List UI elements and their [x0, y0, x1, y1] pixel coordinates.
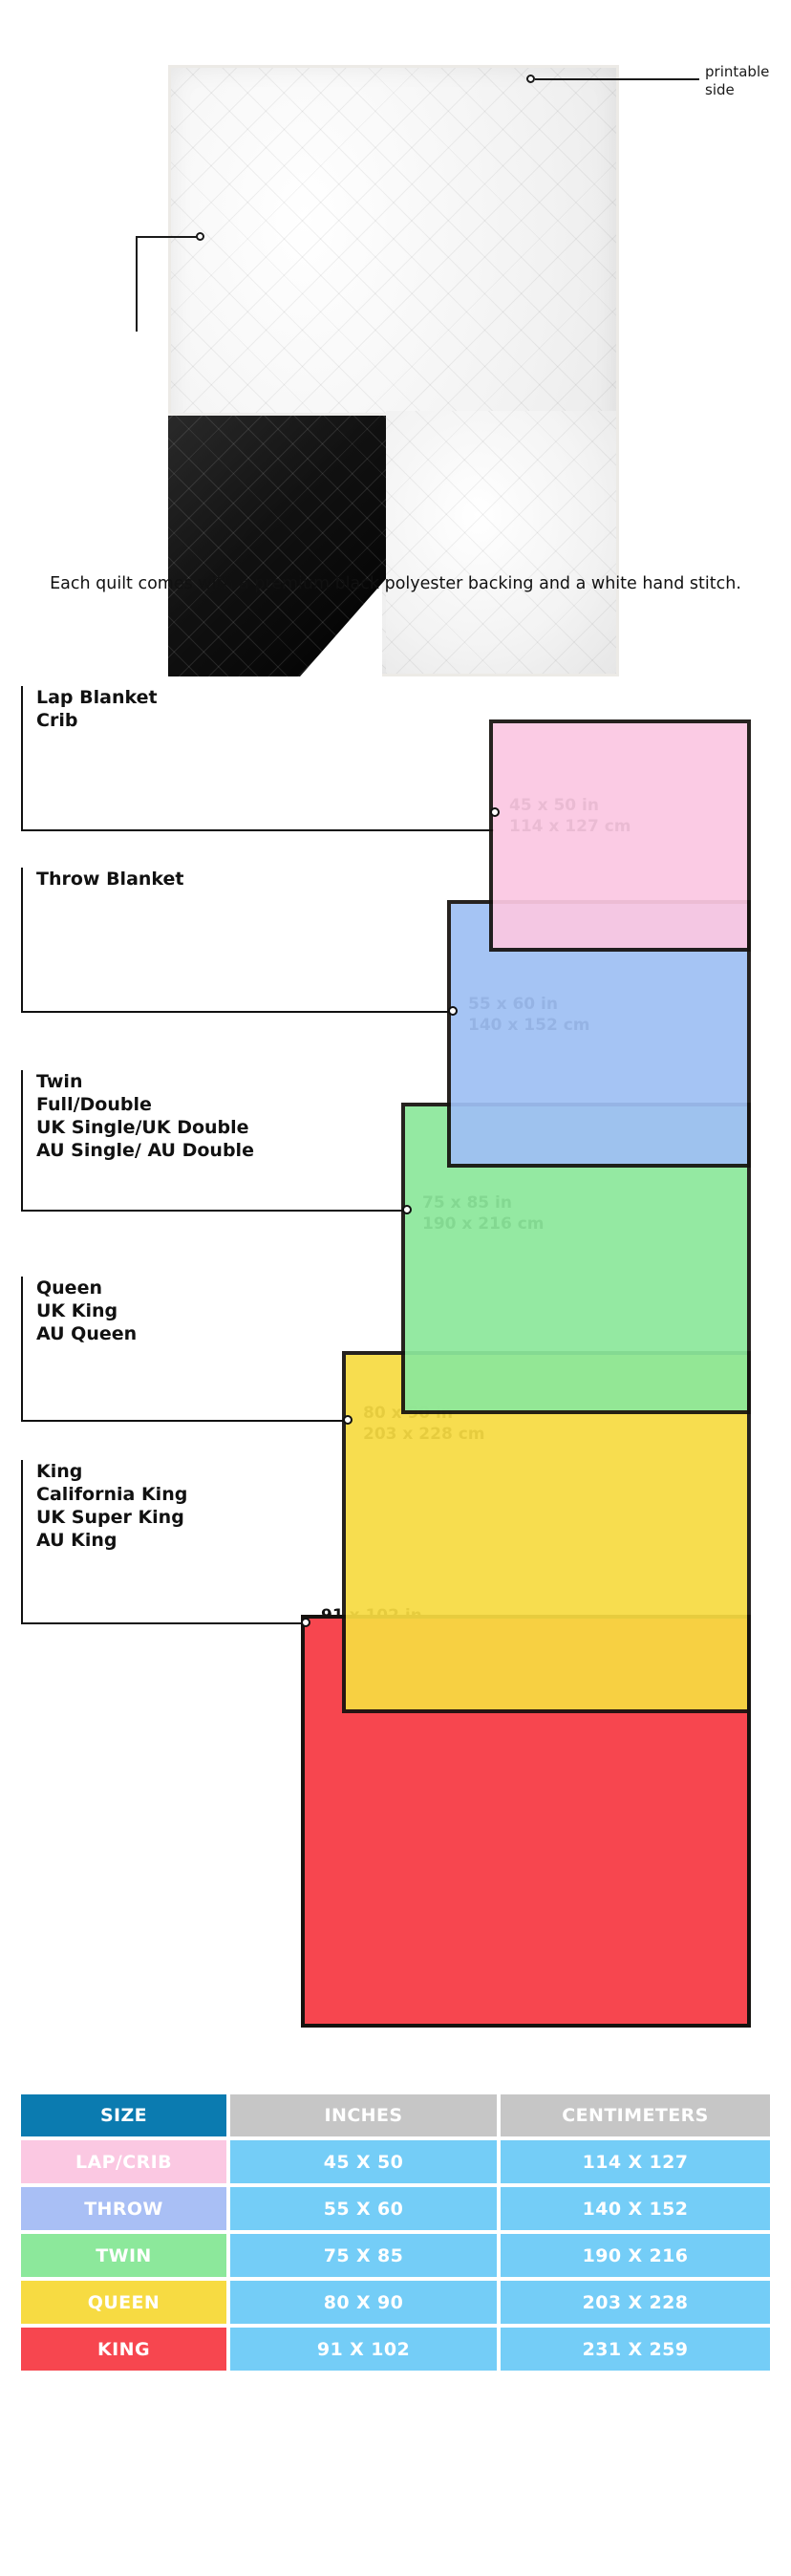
table-cell-size: KING: [21, 2328, 226, 2371]
table-row: QUEEN 80 X 90 203 X 228: [21, 2281, 770, 2324]
size-label-king: King California King UK Super King AU Ki…: [36, 1461, 188, 1551]
printable-side-callout-dot: [526, 75, 535, 83]
table-cell-centimeters: 190 X 216: [501, 2234, 770, 2277]
table-row: LAP/CRIB 45 X 50 114 X 127: [21, 2140, 770, 2183]
table-cell-inches: 55 X 60: [230, 2187, 497, 2230]
table-row: TWIN 75 X 85 190 X 216: [21, 2234, 770, 2277]
label-rule-vertical: [21, 1277, 23, 1422]
table-cell-size: QUEEN: [21, 2281, 226, 2324]
table-cell-centimeters: 203 X 228: [501, 2281, 770, 2324]
quilt-printable-face-lower: [386, 411, 619, 676]
backing-callout-line-v: [136, 236, 138, 332]
table-row: KING 91 X 102 231 X 259: [21, 2328, 770, 2371]
table-cell-centimeters: 140 X 152: [501, 2187, 770, 2230]
backing-callout-line-h: [136, 236, 197, 238]
table-row: THROW 55 X 60 140 X 152: [21, 2187, 770, 2230]
table-header-centimeters: CENTIMETERS: [501, 2094, 770, 2136]
quilt-fold-edge: [168, 413, 390, 416]
printable-side-callout-line: [535, 78, 699, 80]
size-label-lap-crib: Lap Blanket Crib: [36, 687, 158, 731]
table-cell-inches: 45 X 50: [230, 2140, 497, 2183]
label-box-throw: Throw Blanket: [21, 868, 451, 1013]
size-label-queen: Queen UK King AU Queen: [36, 1277, 138, 1344]
label-box-twin: Twin Full/Double UK Single/UK Double AU …: [21, 1070, 405, 1212]
size-label-throw: Throw Blanket: [36, 869, 184, 890]
table-cell-centimeters: 231 X 259: [501, 2328, 770, 2371]
table-cell-size: LAP/CRIB: [21, 2140, 226, 2183]
printable-side-label: printable side: [705, 63, 770, 98]
leader-dot-queen: [343, 1415, 353, 1425]
table-cell-size: THROW: [21, 2187, 226, 2230]
backing-caption: Each quilt comes with a premium black po…: [50, 574, 741, 593]
backing-callout-dot: [196, 232, 204, 241]
label-rule-vertical: [21, 686, 23, 831]
table-cell-inches: 80 X 90: [230, 2281, 497, 2324]
table-header-inches: INCHES: [230, 2094, 497, 2136]
table-cell-size: TWIN: [21, 2234, 226, 2277]
leader-dot-king: [301, 1618, 310, 1627]
table-header-size: SIZE: [21, 2094, 226, 2136]
label-rule-horizontal: [21, 1622, 304, 1624]
label-rule-horizontal: [21, 1420, 346, 1422]
table-cell-inches: 75 X 85: [230, 2234, 497, 2277]
size-rect-lap-crib: [489, 719, 751, 952]
label-rule-vertical: [21, 1070, 23, 1212]
size-comparison-diagram: Lap Blanket Crib 45 x 50 in 114 x 127 cm…: [0, 669, 791, 2093]
table-cell-inches: 91 X 102: [230, 2328, 497, 2371]
leader-dot-twin: [402, 1205, 412, 1214]
quilt-illustration: [168, 65, 619, 676]
quilt-photo-section: printable side Each quilt comes with a p…: [0, 0, 791, 676]
label-rule-vertical: [21, 1460, 23, 1624]
table-cell-centimeters: 114 X 127: [501, 2140, 770, 2183]
table-header-row: SIZE INCHES CENTIMETERS: [21, 2094, 770, 2136]
leader-dot-throw: [448, 1006, 458, 1016]
label-rule-horizontal: [21, 1210, 405, 1212]
label-rule-horizontal: [21, 829, 494, 831]
label-box-king-main: King California King UK Super King AU Ki…: [21, 1460, 304, 1624]
label-box-lap-crib: Lap Blanket Crib: [21, 686, 494, 831]
size-table: SIZE INCHES CENTIMETERS LAP/CRIB 45 X 50…: [21, 2094, 770, 2374]
label-box-queen: Queen UK King AU Queen: [21, 1277, 346, 1422]
size-label-twin: Twin Full/Double UK Single/UK Double AU …: [36, 1071, 254, 1161]
leader-dot-lap-crib: [490, 807, 500, 817]
label-rule-vertical: [21, 868, 23, 1013]
label-rule-horizontal: [21, 1011, 451, 1013]
